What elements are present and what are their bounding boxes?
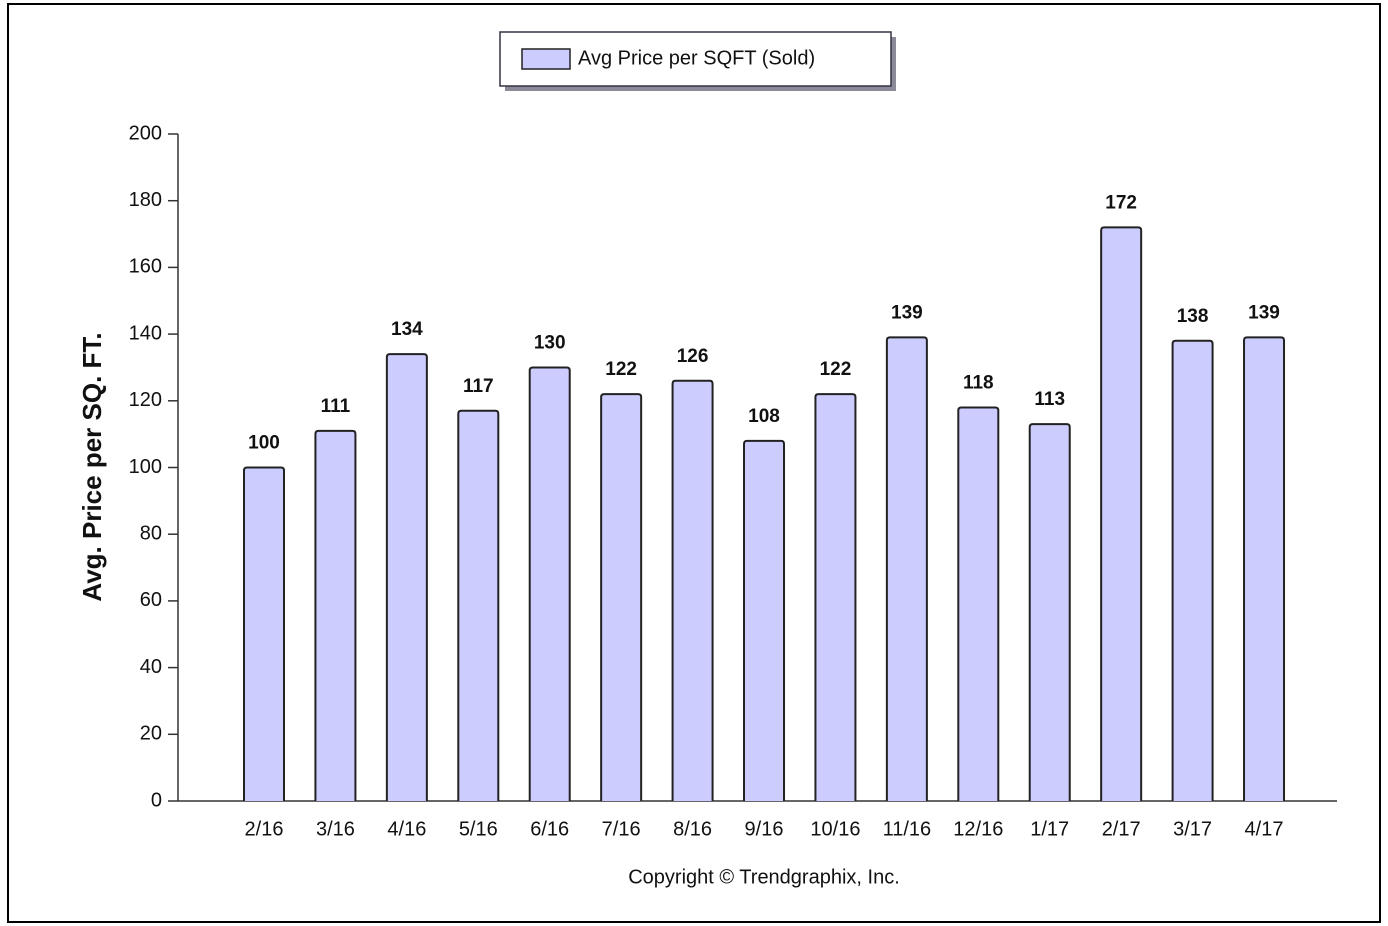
data-label: 139: [1248, 302, 1280, 323]
bar: [671, 379, 714, 801]
data-label: 100: [248, 433, 280, 454]
bar: [1171, 339, 1214, 801]
x-tick-label: 10/16: [810, 818, 860, 840]
x-tick-label: 9/16: [745, 818, 784, 840]
bar: [957, 406, 1000, 801]
bar: [457, 409, 500, 801]
x-tick-label: 6/16: [530, 818, 569, 840]
bar: [314, 429, 357, 801]
x-tick-label: 4/16: [387, 818, 426, 840]
data-label: 138: [1177, 306, 1209, 327]
y-axis-title: Avg. Price per SQ. FT.: [77, 332, 107, 601]
x-tick-label: 5/16: [459, 818, 498, 840]
legend-label: Avg Price per SQFT (Sold): [578, 47, 815, 69]
data-label: 122: [820, 359, 852, 380]
bar: [600, 393, 643, 801]
data-label: 113: [1034, 389, 1065, 410]
x-tick-label: 3/16: [316, 818, 355, 840]
footer: Copyright © Trendgraphix, Inc.: [628, 866, 900, 888]
bar: [743, 439, 786, 801]
x-tick-label: 7/16: [602, 818, 641, 840]
bar: [1028, 423, 1071, 801]
bar: [885, 336, 928, 801]
y-tick-label: 180: [129, 189, 162, 211]
x-tick-label: 3/17: [1173, 818, 1212, 840]
x-tick-label: 12/16: [953, 818, 1003, 840]
y-tick-label: 20: [140, 723, 162, 745]
y-tick-label: 40: [140, 656, 162, 678]
x-tick-label: 8/16: [673, 818, 712, 840]
y-tick-label: 140: [129, 322, 162, 344]
data-label: 126: [677, 346, 709, 367]
y-tick-label: 0: [151, 789, 162, 811]
data-label: 118: [963, 372, 994, 393]
x-tick-label: 11/16: [883, 818, 932, 840]
data-label: 108: [748, 406, 780, 427]
x-tick-label: 4/17: [1245, 818, 1284, 840]
bar: [1100, 226, 1143, 801]
y-tick-label: 80: [140, 522, 162, 544]
x-tick-label: 2/16: [245, 818, 284, 840]
data-label: 111: [321, 396, 351, 417]
y-tick-label: 160: [129, 256, 162, 278]
bar: [243, 466, 285, 801]
data-label: 117: [463, 376, 494, 397]
bar: [814, 393, 857, 801]
data-label: 134: [391, 319, 423, 340]
legend-swatch: [521, 48, 571, 70]
data-label: 172: [1105, 192, 1137, 213]
data-label: 130: [534, 332, 566, 353]
y-tick-label: 60: [140, 589, 162, 611]
y-tick-label: 120: [129, 389, 162, 411]
data-label: 139: [891, 302, 923, 323]
y-tick-label: 100: [129, 456, 162, 478]
x-tick-label: 2/17: [1102, 818, 1141, 840]
bar: [1243, 336, 1286, 801]
y-tick-label: 200: [129, 122, 162, 144]
bar: [385, 353, 428, 801]
bar: [528, 366, 571, 801]
data-label: 122: [605, 359, 637, 380]
x-tick-label: 1/17: [1030, 818, 1069, 840]
